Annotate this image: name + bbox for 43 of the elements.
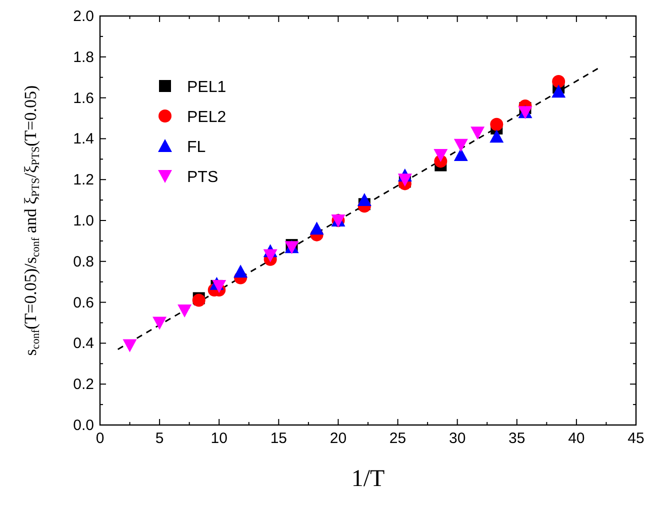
legend-label: PEL1 [187,79,226,96]
x-axis-title: 1/T [351,466,386,492]
x-tick-label: 30 [448,430,466,447]
point [470,126,485,140]
y-tick-label: 0.4 [73,335,94,352]
point [454,138,468,152]
point [454,148,468,162]
point [263,249,278,262]
y-tick-label: 0.0 [73,417,94,434]
point [552,74,566,88]
y-tick-label: 0.6 [73,294,94,312]
point [310,222,324,235]
y-tick-label: 1.0 [73,212,94,230]
point [434,149,448,162]
point [212,280,226,293]
x-tick-label: 5 [155,430,164,447]
x-tick-label: 25 [389,430,406,447]
point [490,130,504,143]
y-tick-label: 1.4 [73,130,94,148]
point [152,316,167,330]
point [234,264,248,278]
x-tick-label: 0 [96,430,104,447]
y-tick-label: 2.0 [73,8,94,25]
x-tick-label: 45 [628,430,644,447]
point [122,339,137,352]
legend-label: PEL2 [187,109,226,126]
y-tick-label: 1.6 [73,90,94,107]
x-tick-label: 35 [508,430,526,447]
x-tick-label: 10 [210,430,228,447]
x-tick-label: 15 [270,430,288,447]
y-tick-label: 0.2 [73,376,94,394]
point [490,118,504,131]
legend-label: PTS [187,169,218,186]
y-tick-label: 1.8 [73,48,94,66]
x-tick-label: 20 [330,430,347,447]
y-tick-label: 0.8 [73,253,94,270]
y-tick-label: 1.2 [73,172,94,189]
point [552,84,566,98]
legend-label: FL [187,139,206,156]
point [357,193,372,206]
x-tick-label: 40 [568,430,585,447]
point [178,304,192,318]
point [192,294,206,307]
